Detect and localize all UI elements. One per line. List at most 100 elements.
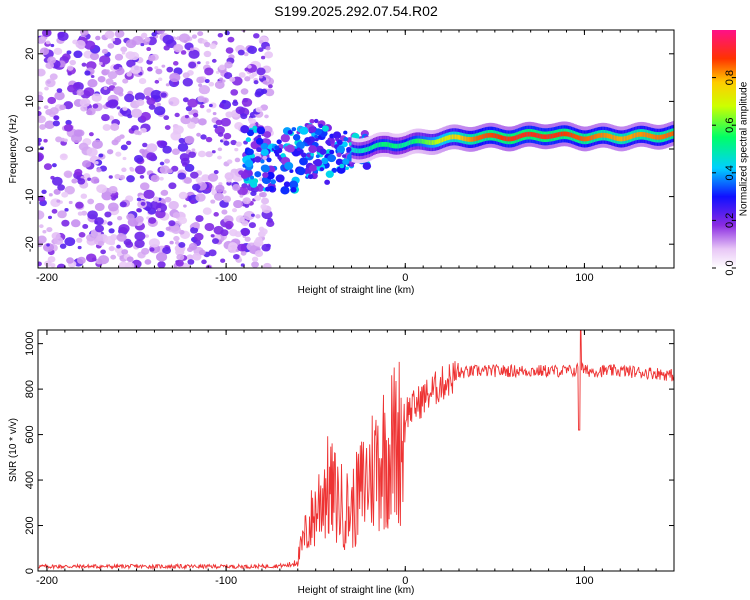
- spectrogram-noise-cell: [67, 65, 74, 71]
- spectrogram-cluster-cell: [342, 158, 350, 165]
- spectrogram-ridge-cell: [638, 132, 640, 137]
- spectrogram-noise-cell: [49, 107, 59, 115]
- spectrogram-noise-cell: [134, 239, 145, 249]
- spectrogram-ridge-cell: [413, 138, 415, 144]
- spectrogram-noise-cell: [125, 51, 136, 60]
- spectrogram-ridge-cell: [494, 133, 497, 139]
- spectrogram-noise-cell: [47, 215, 53, 220]
- spectrogram-noise-cell: [211, 238, 220, 244]
- spectrogram-ridge-cell: [400, 143, 403, 149]
- spectrogram-noise-cell: [126, 59, 136, 68]
- spectrogram-ridge-cell: [524, 132, 527, 137]
- spectrogram-ridge-cell: [460, 135, 463, 141]
- spectrogram-noise-cell: [122, 156, 127, 161]
- spectrogram-noise-cell: [250, 213, 255, 217]
- spectrogram-ridge-cell: [585, 136, 587, 142]
- spectrogram-ridge-cell: [441, 137, 444, 143]
- spectrogram-noise-cell: [89, 52, 100, 61]
- spectrogram-noise-cell: [157, 261, 166, 268]
- spectrogram-noise-cell: [239, 194, 244, 198]
- spectrogram-noise-cell: [174, 241, 180, 245]
- spectrogram-noise-cell: [49, 73, 58, 80]
- colorbar-label: Normalized spectral amplitude: [739, 81, 750, 216]
- spectrogram-ridge-cell: [473, 136, 476, 142]
- spectrogram-cluster-cell: [280, 186, 290, 195]
- spectrogram-noise-cell: [197, 61, 201, 65]
- spectrogram-cluster-cell: [319, 167, 325, 172]
- spectrogram-cluster-cell: [308, 145, 317, 154]
- spectrogram-noise-cell: [140, 42, 145, 47]
- spectrogram-noise-cell: [57, 31, 69, 41]
- spectrogram-ridge-cell: [563, 131, 566, 137]
- spectrogram-ridge-cell: [632, 133, 635, 139]
- spectrogram-noise-cell: [161, 64, 166, 68]
- spectrogram-noise-cell: [130, 65, 142, 74]
- spectrogram-noise-cell: [224, 30, 230, 36]
- spectrogram-noise-cell: [129, 167, 135, 172]
- spectrogram-ridge-cell: [662, 134, 665, 140]
- spectrogram-cluster-cell: [289, 169, 294, 174]
- spectrogram-noise-cell: [235, 215, 245, 223]
- spectrogram-noise-cell: [88, 132, 94, 137]
- spectrogram-cluster-cell: [260, 148, 269, 156]
- spectrogram-noise-cell: [87, 198, 95, 205]
- spectrogram-noise-cell: [178, 216, 188, 225]
- spectrogram-cluster-cell: [343, 136, 349, 142]
- spectrogram-ridge-cell: [371, 144, 374, 150]
- spectrogram-noise-cell: [80, 105, 88, 112]
- spectrogram-noise-cell: [139, 175, 145, 179]
- spectrogram-noise-cell: [67, 84, 77, 93]
- spectrogram-ridge-cell: [655, 134, 658, 140]
- spectrogram-noise-cell: [155, 252, 168, 262]
- spectrogram-noise-cell: [64, 237, 76, 247]
- spectrogram-cluster-cell: [260, 159, 265, 164]
- spectrogram-noise-cell: [213, 192, 224, 201]
- spectrogram-ridge-cell: [520, 133, 523, 139]
- spectrogram-ridge-cell: [641, 131, 643, 137]
- spectrogram-cluster-cell: [329, 149, 335, 155]
- spectrogram-noise-cell: [253, 238, 264, 247]
- spectrogram-ridge-cell: [374, 143, 377, 149]
- spectrogram-noise-cell: [94, 202, 105, 212]
- spectrogram-ridge-cell: [365, 147, 368, 152]
- snr-series-line: [38, 330, 674, 571]
- spectrogram-noise-cell: [113, 86, 124, 95]
- spectrogram-cluster-cell: [257, 134, 262, 138]
- spectrogram-noise-cell: [235, 106, 246, 115]
- spectrogram-noise-cell: [84, 40, 96, 50]
- spectrogram-noise-cell: [112, 81, 117, 86]
- spectrogram-cluster-cell: [260, 143, 268, 150]
- spectrogram-noise-cell: [242, 97, 248, 103]
- spectrogram-noise-cell: [248, 222, 256, 229]
- spectrogram-noise-cell: [233, 199, 243, 209]
- spectrogram-ridge-cell: [395, 143, 398, 149]
- spectrogram-noise-cell: [238, 72, 246, 78]
- spectrogram-noise-cell: [247, 64, 252, 69]
- spectrogram-noise-cell: [143, 189, 155, 199]
- spectrogram-noise-cell: [81, 210, 88, 216]
- spectrogram-noise-cell: [55, 136, 63, 143]
- spectrogram-cluster-cell: [325, 139, 331, 145]
- spectrogram-noise-cell: [146, 152, 157, 161]
- spectrogram-noise-cell: [191, 34, 198, 39]
- spectrogram-ridge-cell: [613, 135, 616, 141]
- spectrogram-noise-cell: [115, 151, 122, 157]
- spectrogram-cluster-cell: [280, 133, 290, 143]
- spectrogram-ridge-cell: [491, 132, 494, 138]
- spectrogram-noise-cell: [54, 91, 65, 101]
- spectrogram-ridge-cell: [370, 145, 372, 151]
- spectrogram-ridge-cell: [430, 140, 433, 145]
- spectrogram-noise-cell: [190, 199, 196, 205]
- spectrogram-noise-cell: [178, 137, 186, 144]
- spectrogram-noise-cell: [116, 244, 121, 249]
- spectrogram-noise-cell: [174, 112, 180, 118]
- spectrogram-noise-cell: [59, 243, 67, 249]
- spectrogram-noise-cell: [66, 257, 74, 264]
- spectrogram-ridge-cell: [603, 132, 606, 138]
- spectrogram-noise-cell: [180, 50, 187, 55]
- spectrogram-noise-cell: [53, 115, 60, 121]
- spectrogram-noise-cell: [134, 155, 144, 163]
- spectrogram-noise-cell: [148, 238, 160, 248]
- spectrogram-ridge-cell: [656, 134, 659, 140]
